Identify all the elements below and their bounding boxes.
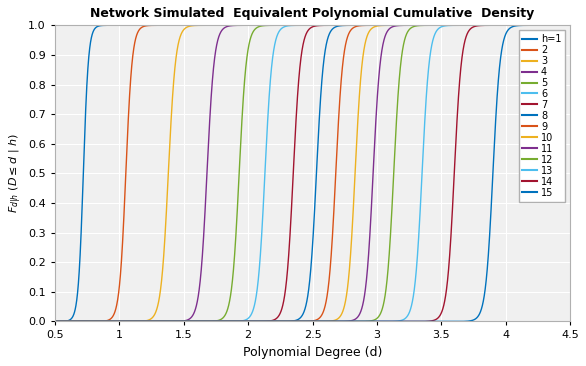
Legend: h=1, 2, 3, 4, 5, 6, 7, 8, 9, 10, 11, 12, 13, 14, 15: h=1, 2, 3, 4, 5, 6, 7, 8, 9, 10, 11, 12,…	[519, 30, 565, 202]
Title: Network Simulated  Equivalent Polynomial Cumulative  Density: Network Simulated Equivalent Polynomial …	[90, 7, 534, 20]
Y-axis label: $F_{d|h}\ (D\leq d\ |\ h)$: $F_{d|h}\ (D\leq d\ |\ h)$	[7, 134, 23, 213]
X-axis label: Polynomial Degree (d): Polynomial Degree (d)	[243, 346, 382, 359]
